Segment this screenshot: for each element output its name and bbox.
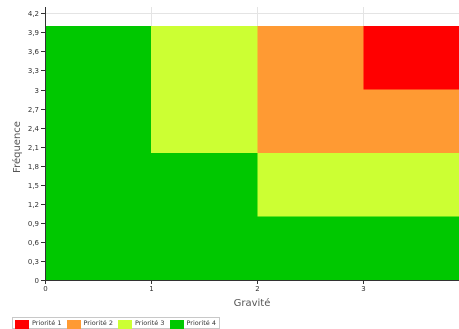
- heatmap-region-5: [257, 153, 459, 217]
- y-tick-label: 3: [35, 87, 39, 95]
- heatmap-region-3: [151, 26, 258, 154]
- y-tick-label: 3,9: [28, 29, 39, 37]
- y-tick-label: 1,8: [28, 163, 39, 171]
- y-tick-label: 0,6: [28, 239, 40, 247]
- y-tick-label: 2,1: [28, 144, 39, 152]
- x-tick-label: 1: [149, 285, 153, 293]
- regions-layer: [45, 26, 459, 281]
- y-tick-label: 1,5: [28, 182, 39, 190]
- heatmap-region-1: [45, 26, 152, 281]
- chart-legend: Priorité 1 Priorité 2 Priorité 3 Priorité 4: [12, 317, 220, 329]
- legend-swatch: [15, 319, 29, 329]
- y-tick-label: 0,3: [28, 258, 39, 266]
- legend-item: Priorité 4: [169, 319, 217, 329]
- y-tick-label: 3,3: [28, 67, 39, 75]
- y-tick-label: 4,2: [28, 10, 39, 18]
- x-tick-label: 3: [361, 285, 365, 293]
- heatmap-region-7: [257, 26, 364, 90]
- y-axis-label: Fréquence: [11, 121, 23, 173]
- heatmap-region-2: [151, 153, 258, 280]
- legend-item: Priorité 3: [118, 319, 165, 329]
- x-axis-label: Gravité: [234, 297, 271, 309]
- y-tick-label: 2,7: [28, 106, 39, 114]
- y-tick-label: 2,4: [28, 125, 40, 133]
- legend-swatch: [66, 319, 81, 329]
- ticks-layer: 0 0,3 0,6 0,9 1,2 1,5 1,8 2,1 2,4 2,7 3 3,3 3,6 3,9 4,…: [28, 10, 366, 293]
- legend-item: Priorité 2: [66, 319, 114, 329]
- x-tick-label: 2: [255, 285, 259, 293]
- legend-label: Priorité 2: [83, 319, 114, 327]
- legend-label: Priorité 1: [32, 319, 62, 327]
- y-tick-label: 0: [35, 277, 39, 285]
- y-tick-label: 0,9: [28, 220, 39, 228]
- heatmap-region-4: [257, 216, 459, 280]
- legend-swatch: [118, 319, 132, 329]
- legend-label: Priorité 3: [135, 319, 165, 327]
- risk-matrix-chart: 0 0,3 0,6 0,9 1,2 1,5 1,8 2,1 2,4 2,7 3 3,3 3,6 3,9 4,…: [11, 7, 459, 309]
- heatmap-region-6: [257, 89, 459, 154]
- legend-swatch: [169, 319, 184, 329]
- heatmap-region-8: [363, 26, 459, 90]
- x-tick-label: 0: [43, 285, 47, 293]
- y-tick-label: 3,6: [28, 48, 40, 56]
- legend-label: Priorité 4: [186, 319, 217, 327]
- legend-item: Priorité 1: [15, 319, 62, 329]
- axes-layer: [45, 7, 459, 281]
- y-tick-label: 1,2: [28, 201, 39, 209]
